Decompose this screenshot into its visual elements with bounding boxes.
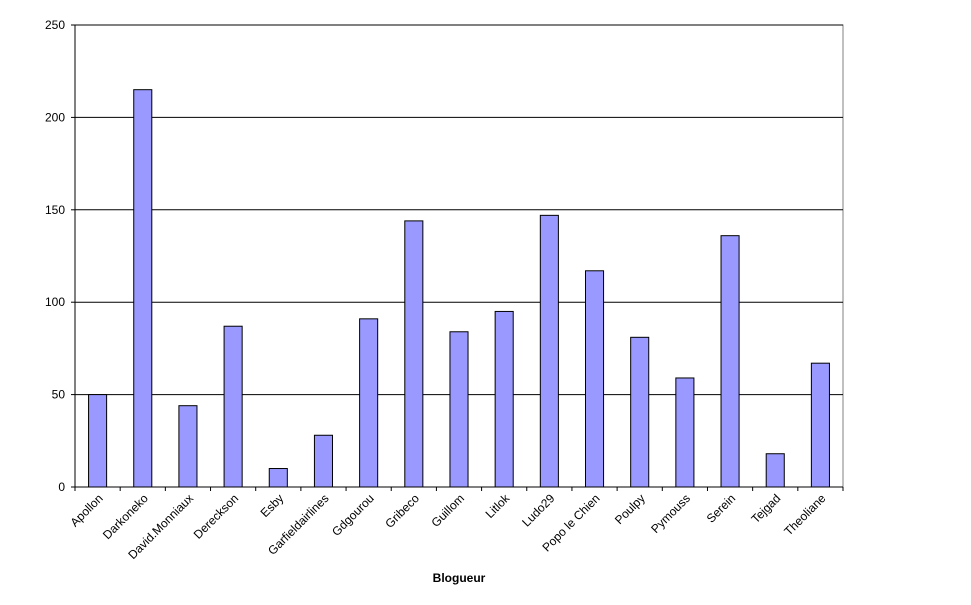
x-tick-label: Gribeco [382, 491, 422, 531]
bar [584, 270, 605, 488]
x-axis-label: Blogueur [433, 571, 486, 585]
x-tick-label: Ludo29 [519, 491, 557, 529]
bar [268, 468, 288, 488]
y-tick-label: 100 [45, 295, 65, 309]
x-tick-label: Pymouss [648, 491, 693, 536]
bar [539, 214, 559, 488]
x-tick-label: Poulpy [612, 491, 648, 527]
bar [359, 318, 379, 488]
x-tick-label: Tejgad [748, 491, 783, 526]
x-tick-label: Guillom [428, 491, 467, 530]
y-tick-label: 150 [45, 203, 65, 217]
bar [449, 331, 469, 488]
bar [810, 362, 830, 488]
bar [313, 434, 334, 488]
bar [494, 310, 514, 488]
y-tick-label: 0 [58, 480, 65, 494]
bar [133, 89, 153, 488]
bar [88, 394, 108, 488]
x-tick-label: Theoliane [781, 491, 828, 538]
x-tick-label: Esby [258, 491, 287, 520]
x-tick-label: Apollon [68, 491, 106, 529]
bar [630, 336, 650, 488]
x-tick-label: Dereckson [191, 491, 241, 541]
bar [223, 325, 243, 488]
y-tick-label: 200 [45, 110, 65, 124]
bar [720, 235, 740, 488]
bar [404, 220, 424, 488]
y-tick-label: 50 [52, 388, 66, 402]
x-tick-label: Gdgourou [329, 491, 377, 539]
bar [675, 377, 695, 488]
x-tick-label: Litlok [483, 491, 513, 521]
bar [178, 405, 198, 488]
y-tick-label: 250 [45, 18, 65, 32]
bar [765, 453, 785, 488]
x-tick-label: Serein [704, 491, 738, 525]
